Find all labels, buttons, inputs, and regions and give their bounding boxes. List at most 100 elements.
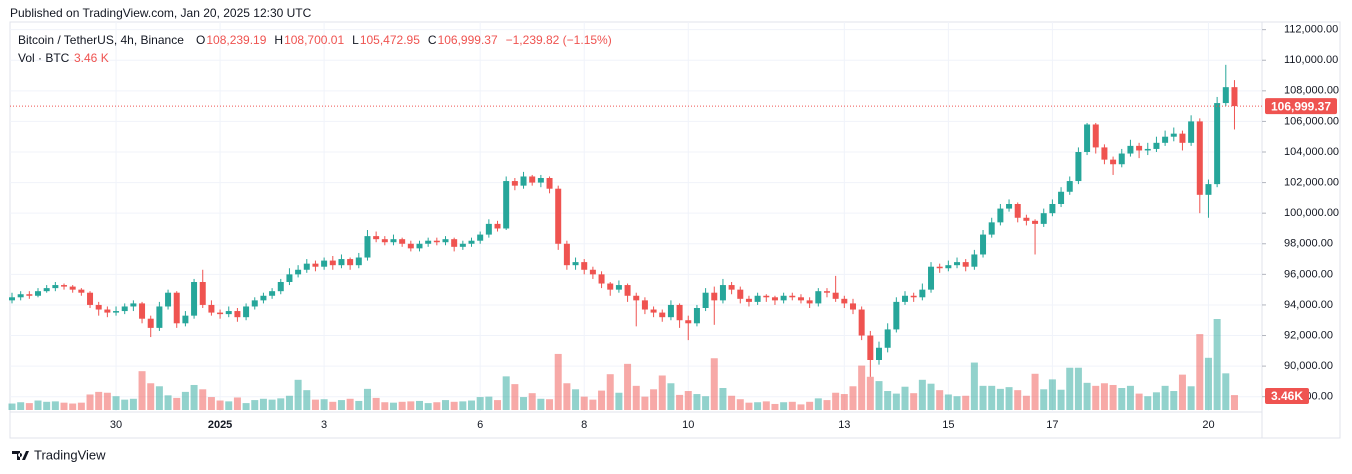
volume-bar [381,402,389,410]
candle-body [797,297,804,301]
ohlc-key: H [274,33,283,47]
volume-bar [528,393,536,410]
volume-bar [676,394,684,410]
ohlc-key: L [352,33,359,47]
volume-bar [181,391,189,410]
candle-body [147,318,154,328]
candle-body [936,266,943,269]
volume-bar [34,400,42,410]
candle-body [260,295,267,301]
volume-bar [814,398,822,410]
candle-body [988,222,995,235]
volume-bar [476,397,484,410]
volume-bar [910,393,918,410]
y-tick-label: 106,000.00 [1284,115,1339,127]
volume-bar [1135,393,1143,410]
volume-bar [554,353,562,410]
candle-body [113,311,120,313]
volume-bar [840,394,848,410]
y-tick-label: 110,000.00 [1284,54,1338,66]
candle-body [849,303,856,310]
volume-bar [25,403,33,410]
volume-bar [1022,395,1030,410]
ohlc-value: 106,999.37 [438,33,498,47]
candle-body [962,262,969,267]
volume-bar [268,399,276,410]
candle-body [1127,145,1134,154]
volume-bar [580,396,588,410]
volume-bar [1074,367,1082,410]
candle-body [971,254,978,267]
volume-bar [485,396,493,410]
volume-bar [1126,385,1134,410]
x-tick-label: 10 [682,419,694,431]
chart-frame [9,21,1341,439]
candle-body [1040,213,1047,224]
candle-body [1023,217,1030,221]
volume-bar [866,376,874,410]
candle-body [641,300,648,310]
volume-bar [598,390,606,410]
volume-bar [60,402,68,410]
volume-bar [147,383,155,410]
volume-bar [398,401,406,410]
candle-body [78,289,85,293]
volume-bar [1040,389,1048,410]
candle-body [823,291,830,293]
volume-bar [754,402,762,410]
candle-body [745,298,752,302]
candle-body [355,257,362,266]
last-volume-badge [1265,388,1309,404]
volume-bar [311,399,319,410]
volume-legend-label: Vol · BTC [18,51,70,65]
x-tick-label: 13 [838,419,850,431]
volume-bar [572,389,580,410]
volume-bar [936,390,944,410]
candle-body [1110,159,1117,165]
volume-legend-value: 3.46 K [74,51,109,65]
volume-bar [173,397,181,410]
candle-body [702,292,709,308]
candle-body [1014,204,1021,218]
y-tick-label: 98,000.00 [1284,238,1333,250]
ohlc-key: C [428,33,437,47]
volume-bar [832,392,840,410]
candle-body [95,304,102,310]
volume-bar [468,400,476,410]
candle-body [321,260,328,267]
candle-body [598,274,605,284]
candle-body [650,309,657,313]
candle-body [815,291,822,304]
x-tick-label: 20 [1202,419,1214,431]
y-tick-label: 112,000.00 [1284,24,1338,36]
candle-body [243,306,250,318]
candle-body [442,239,449,243]
volume-bar [1100,383,1108,410]
volume-bar [546,399,554,410]
candle-body [633,295,640,301]
candle-body [1032,220,1039,224]
ohlc-value: 108,239.19 [206,33,266,47]
volume-bar [979,385,987,410]
volume-bar [129,398,137,410]
volume-bar [563,383,571,410]
volume-bar [155,386,163,410]
volume-bar [710,358,718,410]
candle-body [910,295,917,298]
candle-body [407,243,414,249]
volume-bar [337,400,345,410]
volume-bar [112,396,120,410]
candle-body [511,181,518,186]
candle-body [303,263,310,270]
volume-bar [953,396,961,410]
candle-body [1170,133,1177,137]
candle-body [867,335,874,360]
candle-body [251,300,258,307]
candle-body [364,236,371,258]
y-tick-label: 102,000.00 [1284,176,1339,188]
grid [10,22,1262,412]
candle-body [1136,145,1143,151]
volume-bar [1170,391,1178,410]
y-tick-label: 90,000.00 [1284,360,1333,372]
